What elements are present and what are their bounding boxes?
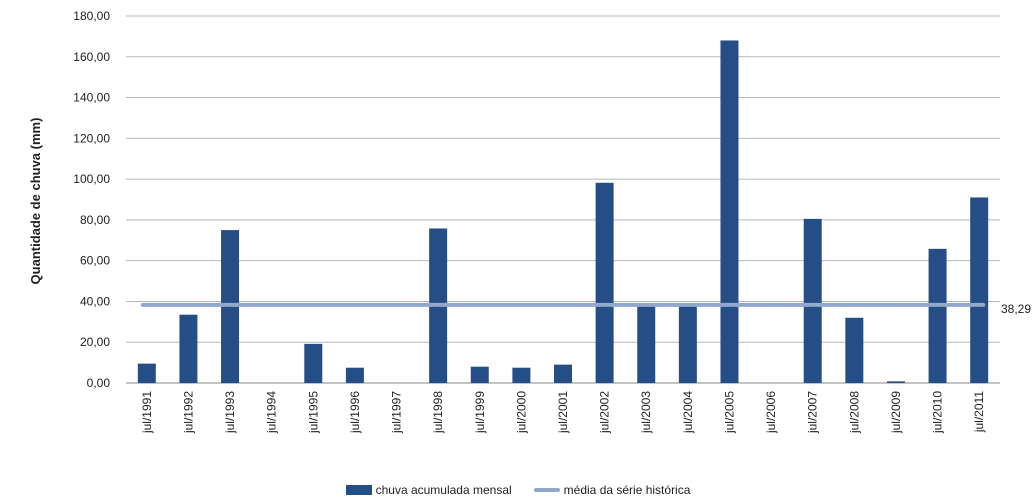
y-tick-label: 20,00 bbox=[80, 335, 110, 349]
gridlines bbox=[126, 15, 1000, 384]
y-axis-label: Quantidade de chuva (mm) bbox=[28, 118, 43, 285]
bar bbox=[512, 367, 531, 383]
x-tick-label: jul/2002 bbox=[598, 391, 612, 434]
x-tick-label: jul/2011 bbox=[972, 391, 986, 433]
legend-item-average: média da série histórica bbox=[533, 483, 691, 497]
bar bbox=[554, 364, 572, 383]
y-tick-label: 180,00 bbox=[73, 9, 110, 23]
x-tick-label: jul/1991 bbox=[140, 391, 154, 434]
x-tick-label: jul/2001 bbox=[556, 391, 570, 434]
bar bbox=[137, 363, 156, 383]
y-tick-label: 60,00 bbox=[80, 254, 110, 268]
x-tick-label: jul/1997 bbox=[390, 391, 404, 434]
bar bbox=[637, 306, 656, 383]
bar bbox=[678, 306, 697, 383]
legend-label-bars: chuva acumulada mensal bbox=[375, 483, 512, 497]
x-tick-label: jul/2008 bbox=[847, 391, 861, 434]
x-tick-label: jul/2009 bbox=[889, 391, 903, 434]
y-tick-label: 40,00 bbox=[80, 294, 110, 308]
x-tick-label: jul/2007 bbox=[806, 391, 820, 434]
x-tick-label: jul/2000 bbox=[514, 391, 528, 434]
y-tick-label: 0,00 bbox=[87, 376, 111, 390]
x-tick-label: jul/2005 bbox=[722, 391, 736, 434]
x-tick-label: jul/2003 bbox=[639, 391, 653, 434]
y-axis-ticks: 0,00 20,00 40,00 60,00 80,00 100,00 120,00 140,… bbox=[73, 9, 110, 390]
legend-swatch-average bbox=[533, 488, 560, 492]
bar bbox=[345, 367, 364, 383]
x-tick-label: jul/1999 bbox=[473, 391, 487, 434]
x-tick-label: jul/1996 bbox=[348, 391, 362, 434]
y-tick-label: 120,00 bbox=[73, 131, 110, 145]
bar bbox=[886, 381, 905, 383]
y-tick-label: 100,00 bbox=[73, 172, 110, 186]
rainfall-chart: 38,29 0,00 20,00 40,00 60,00 80,00 100,00 120,… bbox=[28, 9, 1031, 434]
bar bbox=[970, 197, 989, 383]
legend-item-bars: chuva acumulada mensal bbox=[345, 483, 512, 497]
average-value-label: 38,29 bbox=[1001, 302, 1031, 316]
x-tick-label: jul/1998 bbox=[431, 391, 445, 434]
legend-swatch-bars bbox=[345, 485, 372, 495]
bar-series bbox=[137, 40, 989, 383]
x-axis-ticks: jul/1991 jul/1992 jul/1993 jul/1994 jul/1995… bbox=[140, 391, 986, 434]
legend-label-average: média da série histórica bbox=[563, 483, 691, 497]
bar bbox=[595, 182, 614, 383]
x-tick-label: jul/1995 bbox=[306, 391, 320, 434]
x-tick-label: jul/2004 bbox=[681, 391, 695, 434]
y-tick-label: 160,00 bbox=[73, 50, 110, 64]
bar bbox=[928, 248, 947, 383]
x-tick-label: jul/1993 bbox=[223, 391, 237, 434]
bar bbox=[470, 366, 489, 383]
x-tick-label: jul/1992 bbox=[181, 391, 195, 434]
average-line-group: 38,29 bbox=[140, 302, 1031, 316]
x-tick-label: jul/2006 bbox=[764, 391, 778, 434]
bar bbox=[179, 314, 198, 383]
legend: chuva acumulada mensal média da série hi… bbox=[0, 480, 1036, 500]
bar bbox=[304, 343, 323, 383]
x-tick-label: jul/1994 bbox=[265, 391, 279, 434]
y-tick-label: 80,00 bbox=[80, 213, 110, 227]
bar bbox=[720, 40, 739, 383]
y-tick-label: 140,00 bbox=[73, 91, 110, 105]
bar bbox=[845, 317, 864, 383]
x-tick-label: jul/2010 bbox=[931, 391, 945, 434]
bar bbox=[803, 218, 822, 383]
